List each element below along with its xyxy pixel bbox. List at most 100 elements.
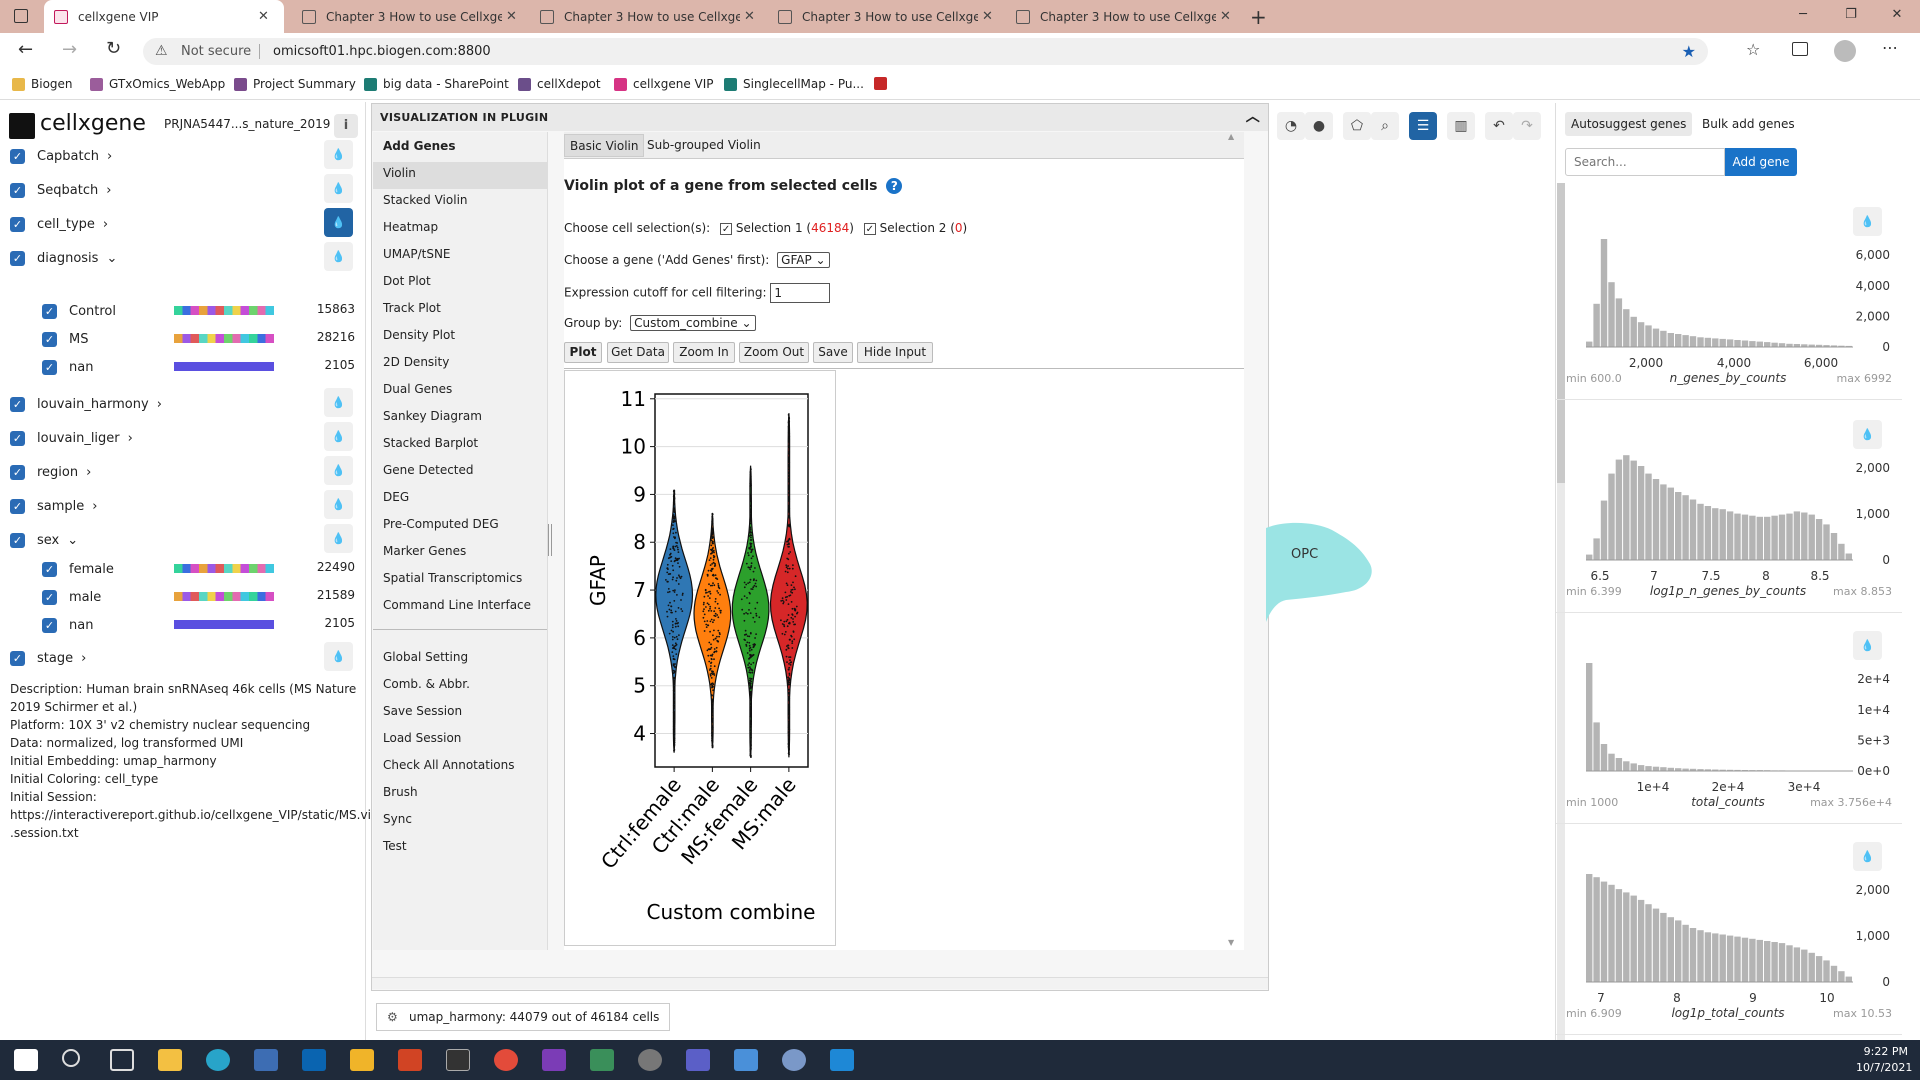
- menu-item-Command Line Interface[interactable]: Command Line Interface: [383, 598, 532, 612]
- vscode-icon[interactable]: [830, 1049, 854, 1071]
- category-louvain_liger[interactable]: ✓ louvain_liger ›: [10, 428, 133, 448]
- tab-chapter3[interactable]: Chapter 3 How to use Cellxgene ✕: [768, 0, 1000, 33]
- expand-arrow-icon[interactable]: ›: [156, 396, 162, 412]
- bookmark-singlecellmap[interactable]: SinglecellMap - Pu...: [724, 77, 864, 91]
- menu-item-Dual Genes[interactable]: Dual Genes: [383, 382, 453, 396]
- zoom-in-button[interactable]: Zoom In: [673, 342, 735, 363]
- category-cell_type[interactable]: ✓ cell_type ›: [10, 214, 108, 234]
- category-diagnosis[interactable]: ✓ diagnosis ⌄: [10, 248, 117, 268]
- paint-icon[interactable]: [734, 1049, 758, 1071]
- color-by-droplet-icon[interactable]: 💧: [1853, 631, 1882, 660]
- url-box[interactable]: ⚠ Not secure omicsoft01.hpc.biogen.com:8…: [143, 38, 1708, 65]
- menu-item-Dot Plot[interactable]: Dot Plot: [383, 274, 431, 288]
- plot-button[interactable]: Plot: [564, 342, 602, 363]
- tab-actions-icon[interactable]: [14, 9, 28, 23]
- search-icon[interactable]: [62, 1049, 80, 1067]
- embedding-status[interactable]: ⚙ umap_harmony: 44079 out of 46184 cells: [376, 1003, 671, 1031]
- category-value-nan[interactable]: ✓ nan: [42, 615, 93, 635]
- menu-item-DEG[interactable]: DEG: [383, 490, 410, 504]
- close-icon[interactable]: ✕: [1220, 9, 1231, 24]
- color-by-droplet-icon[interactable]: 💧: [1853, 420, 1882, 449]
- lasso-icon[interactable]: ⬠: [1343, 112, 1371, 140]
- menu-item-Sankey Diagram[interactable]: Sankey Diagram: [383, 409, 482, 423]
- expand-arrow-icon[interactable]: ›: [102, 216, 109, 232]
- windows-start-icon[interactable]: [14, 1049, 38, 1071]
- checkbox[interactable]: ✓: [10, 498, 25, 514]
- back-icon[interactable]: ←: [18, 39, 34, 60]
- cutoff-input[interactable]: 1: [770, 283, 831, 303]
- category-sample[interactable]: ✓ sample ›: [10, 496, 97, 516]
- undo-icon[interactable]: ↶: [1485, 112, 1513, 140]
- autosuggest-genes-button[interactable]: Autosuggest genes: [1565, 112, 1693, 136]
- menu-item-Marker Genes[interactable]: Marker Genes: [383, 544, 467, 558]
- clock[interactable]: 9:22 PM 10/7/2021: [1856, 1045, 1913, 1074]
- bookmark-cellxdepot[interactable]: cellXdepot: [518, 77, 601, 91]
- category-Capbatch[interactable]: ✓ Capbatch ›: [10, 146, 112, 166]
- menu-item-Pre-Computed DEG[interactable]: Pre-Computed DEG: [383, 517, 499, 531]
- restore-icon[interactable]: ❐: [1845, 7, 1857, 22]
- category-sex[interactable]: ✓ sex ⌄: [10, 530, 78, 550]
- add-gene-button[interactable]: Add gene: [1725, 148, 1797, 176]
- expand-arrow-icon[interactable]: ›: [86, 464, 92, 480]
- checkbox[interactable]: ✓: [42, 561, 57, 577]
- expand-arrow-icon[interactable]: ⌄: [106, 250, 118, 266]
- teams-icon[interactable]: [686, 1049, 710, 1071]
- tab-chapter3[interactable]: Chapter 3 How to use Cellxgene ✕: [530, 0, 762, 33]
- category-value-MS[interactable]: ✓ MS: [42, 329, 88, 349]
- menu-item-Stacked Violin[interactable]: Stacked Violin: [383, 193, 468, 207]
- save-button[interactable]: Save: [813, 342, 853, 363]
- category-value-male[interactable]: ✓ male: [42, 587, 101, 607]
- selection2-checkbox[interactable]: ✓: [863, 223, 876, 235]
- color-by-droplet-icon[interactable]: 💧: [324, 642, 353, 671]
- chrome-icon[interactable]: [494, 1049, 518, 1071]
- settings-icon[interactable]: [638, 1049, 662, 1071]
- color-by-droplet-icon[interactable]: 💧: [324, 388, 353, 417]
- menu-item-2D Density[interactable]: 2D Density: [383, 355, 450, 369]
- menu-item-Gene Detected[interactable]: Gene Detected: [383, 463, 474, 477]
- color-by-droplet-icon[interactable]: 💧: [324, 140, 353, 169]
- redo-icon[interactable]: ↷: [1513, 112, 1541, 140]
- collapse-icon[interactable]: ︿: [1245, 109, 1260, 125]
- expand-arrow-icon[interactable]: ›: [92, 498, 98, 514]
- hide-input-button[interactable]: Hide Input: [857, 342, 933, 363]
- menu-item-Comb. & Abbr.[interactable]: Comb. & Abbr.: [383, 677, 470, 691]
- help-icon[interactable]: ?: [886, 178, 903, 194]
- checkbox[interactable]: ✓: [10, 216, 25, 232]
- color-by-droplet-icon[interactable]: 💧: [1853, 207, 1882, 236]
- photos-icon[interactable]: [590, 1049, 614, 1071]
- outlook-icon[interactable]: [302, 1049, 326, 1071]
- checkbox[interactable]: ✓: [10, 532, 25, 548]
- menu-item-Add Genes[interactable]: Add Genes: [383, 139, 456, 153]
- selection1-checkbox[interactable]: ✓: [720, 223, 733, 235]
- tab-subgrouped-violin[interactable]: Sub-grouped Violin: [647, 138, 761, 152]
- pie-icon[interactable]: ◔: [1277, 112, 1305, 140]
- menu-item-Heatmap[interactable]: Heatmap: [383, 220, 439, 234]
- splitter-handle[interactable]: [548, 524, 552, 556]
- bookmark-star-icon[interactable]: ★: [1681, 42, 1696, 61]
- menu-item-Test[interactable]: Test: [383, 839, 407, 853]
- menu-item-Spatial Transcriptomics[interactable]: Spatial Transcriptomics: [383, 571, 523, 585]
- tab-basic-violin[interactable]: Basic Violin: [564, 134, 645, 157]
- category-stage[interactable]: ✓ stage ›: [10, 648, 86, 668]
- checkbox[interactable]: ✓: [42, 303, 57, 319]
- more-icon[interactable]: ⋯: [1882, 38, 1898, 57]
- color-by-droplet-icon[interactable]: 💧: [324, 422, 353, 451]
- store-icon[interactable]: [254, 1049, 278, 1071]
- gene-search-input[interactable]: [1565, 148, 1725, 176]
- bar-chart-icon[interactable]: ▥: [1447, 112, 1475, 140]
- gene-select[interactable]: GFAP ⌄: [777, 252, 830, 268]
- checkbox[interactable]: ✓: [10, 650, 25, 666]
- checkbox[interactable]: ✓: [42, 589, 57, 605]
- bookmark-cellxgene-vip[interactable]: cellxgene VIP: [614, 77, 714, 91]
- bookmark-sharepoint[interactable]: big data - SharePoint: [364, 77, 509, 91]
- menu-item-Brush[interactable]: Brush: [383, 785, 418, 799]
- color-by-droplet-icon[interactable]: 💧: [324, 490, 353, 519]
- expand-arrow-icon[interactable]: ›: [106, 182, 112, 198]
- git-icon[interactable]: [350, 1049, 374, 1071]
- bookmark-gtxomics[interactable]: GTxOmics_WebApp: [90, 77, 225, 91]
- new-tab-icon[interactable]: +: [1250, 5, 1267, 29]
- checkbox[interactable]: ✓: [10, 182, 25, 198]
- checkbox[interactable]: ✓: [10, 464, 25, 480]
- color-by-droplet-icon[interactable]: 💧: [324, 174, 353, 203]
- powerpoint-icon[interactable]: [398, 1049, 422, 1071]
